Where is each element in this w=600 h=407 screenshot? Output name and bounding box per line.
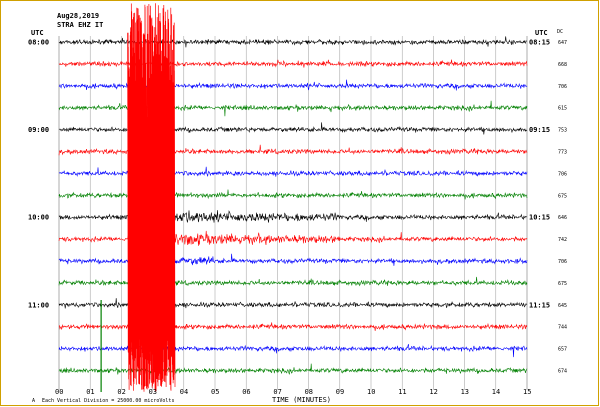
time-label-right: 08:15 <box>529 39 550 47</box>
trace-row-0 <box>58 36 528 48</box>
corner-mark: A <box>32 398 35 404</box>
dc-value: 645 <box>558 303 567 309</box>
dc-value: 647 <box>558 40 567 46</box>
dc-value: 668 <box>558 62 567 68</box>
x-tick-label: 01 <box>86 388 94 396</box>
x-axis-ticks: 00 01 02 03 04 05 06 07 08 09 10 11 12 13 14 15 <box>55 388 531 396</box>
x-tick-label: 00 <box>55 388 63 396</box>
dc-value: 706 <box>558 84 567 90</box>
x-tick-label: 03 <box>149 388 157 396</box>
x-tick-label: 07 <box>273 388 281 396</box>
dc-value: 744 <box>558 325 567 331</box>
dc-value: 753 <box>558 128 567 134</box>
hour-labels-left: 08:00 09:00 10:00 11:00 <box>28 39 49 310</box>
dc-value: 706 <box>558 259 567 265</box>
x-tick-label: 14 <box>492 388 500 396</box>
hour-label: 09:00 <box>28 126 49 134</box>
hour-label: 10:00 <box>28 214 49 222</box>
date-label: Aug28,2019 <box>57 12 99 20</box>
dc-value: 615 <box>558 106 567 112</box>
x-tick-label: 10 <box>367 388 375 396</box>
x-tick-label: 04 <box>180 388 188 396</box>
utc-right-label: UTC <box>535 29 548 37</box>
dc-value: 674 <box>558 369 567 375</box>
x-tick-label: 13 <box>461 388 469 396</box>
division-note: Each Vertical Division = 25000.00 microV… <box>42 398 174 404</box>
dc-value: 773 <box>558 150 567 156</box>
time-label-right: 11:15 <box>529 301 550 309</box>
x-tick-label: 15 <box>523 388 531 396</box>
time-label-right: 09:15 <box>529 126 550 134</box>
station-label: STRA EHZ IT <box>57 21 103 29</box>
time-labels-right: 08:15 09:15 10:15 11:15 <box>529 39 550 310</box>
x-tick-label: 06 <box>242 388 250 396</box>
dc-value: 706 <box>558 171 567 177</box>
event-burst <box>127 3 176 392</box>
earthquake-event <box>100 3 176 392</box>
x-tick-label: 12 <box>429 388 437 396</box>
utc-left-label: UTC <box>31 29 44 37</box>
dc-value: 742 <box>558 237 567 243</box>
dc-value: 657 <box>558 347 567 353</box>
dc-value: 675 <box>558 193 567 199</box>
trace-row-1 <box>58 59 528 68</box>
x-tick-label: 05 <box>211 388 219 396</box>
x-tick-label: 08 <box>305 388 313 396</box>
x-tick-label: 11 <box>398 388 406 396</box>
dc-value: 675 <box>558 281 567 287</box>
dc-values: 647 668 706 615 753 773 706 675 646 742 706 675 645 7… <box>558 40 567 375</box>
time-label-right: 10:15 <box>529 214 550 222</box>
x-axis-label: TIME (MINUTES) <box>272 396 331 404</box>
dc-value: 646 <box>558 215 567 221</box>
x-tick-label: 09 <box>336 388 344 396</box>
hour-label: 11:00 <box>28 301 49 309</box>
hour-label: 08:00 <box>28 39 49 47</box>
dc-label: DC <box>557 29 563 35</box>
x-tick-label: 02 <box>117 388 125 396</box>
